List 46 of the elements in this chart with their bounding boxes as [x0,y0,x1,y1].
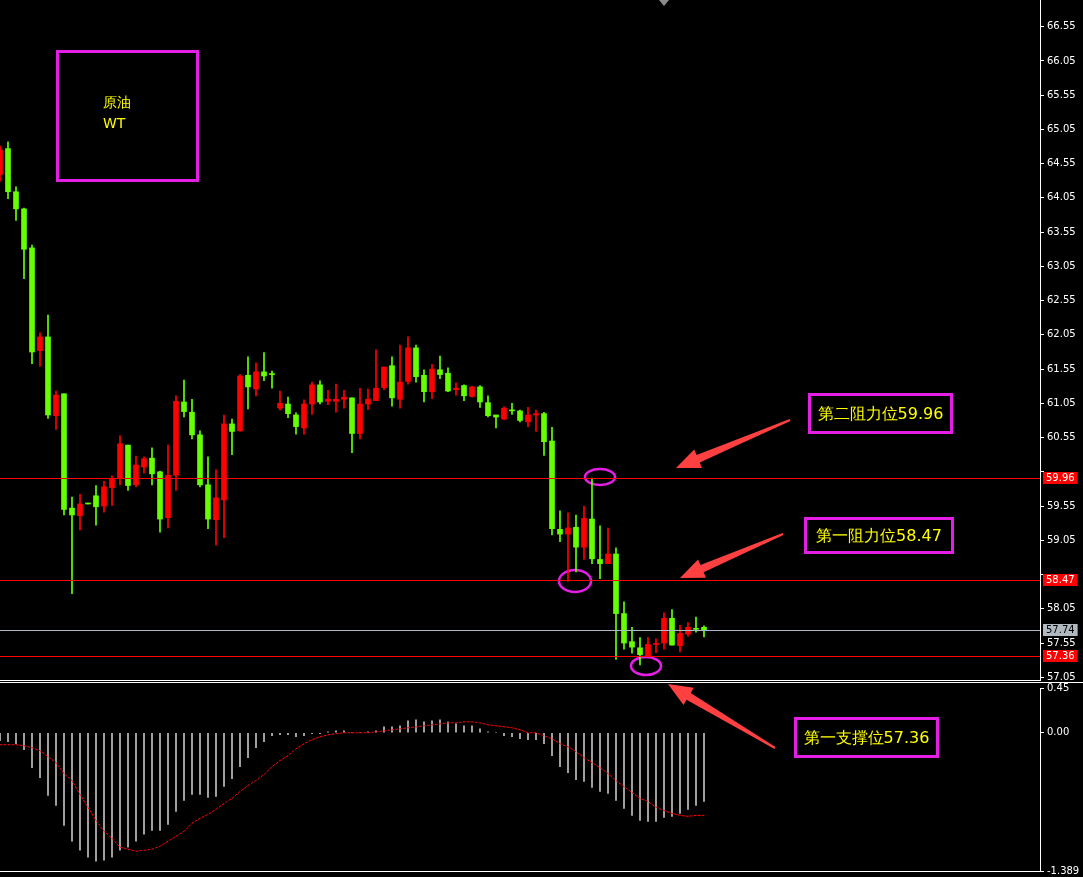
ref-line-label: 58.47 [1046,574,1075,586]
ref-line-label: 57.74 [1046,624,1075,636]
candlestick [453,382,459,396]
candlestick [693,616,699,633]
candlestick [365,388,371,410]
y-tick-label: 59.05 [1047,533,1076,545]
y-tick-label: 63.55 [1047,225,1076,237]
y-tick-label: 59.55 [1047,499,1076,511]
y-tick-label: 66.05 [1047,54,1076,66]
annotation: 第二阻力位59.96 [817,403,944,423]
candlestick [533,409,539,432]
candlestick [277,390,283,411]
line-series [0,721,705,852]
y-tick-label: 0.00 [1047,726,1070,738]
candlestick [557,510,563,542]
candlestick [69,496,75,595]
y-tick-label: 0.45 [1047,681,1070,693]
y-tick-label: 63.05 [1047,259,1076,271]
candlestick [653,638,659,653]
ref-line-label: 57.36 [1046,650,1075,662]
y-tick-label: 57.05 [1047,670,1076,682]
ref-line-label: 59.96 [1046,472,1075,484]
y-tick-label: 61.05 [1047,396,1076,408]
candlestick [325,390,331,406]
y-tick-label: 60.55 [1047,431,1076,443]
y-tick-label: 62.05 [1047,328,1076,340]
y-tick-label: -1.389 [1047,864,1080,876]
y-tick-label: 66.55 [1047,20,1076,32]
candlestick [341,390,347,409]
y-tick-label: 64.05 [1047,191,1076,203]
y-tick-label: 61.55 [1047,362,1076,374]
candlestick [245,356,251,410]
y-tick-label: 57.55 [1047,636,1076,648]
y-tick-label: 62.55 [1047,294,1076,306]
annotation: 第一支撑位57.36 [803,727,930,747]
y-tick-label: 58.05 [1047,602,1076,614]
candlestick [629,626,635,654]
y-tick-label: 65.05 [1047,123,1076,135]
candlestick [229,418,235,456]
candlestick [269,370,275,389]
candlestick [597,525,603,579]
y-tick-label: 64.55 [1047,157,1076,169]
candlestick [333,383,339,413]
annotation: 第一阻力位58.47 [816,525,942,545]
text: 原油 WT [103,93,131,133]
y-tick-label: 65.55 [1047,88,1076,100]
